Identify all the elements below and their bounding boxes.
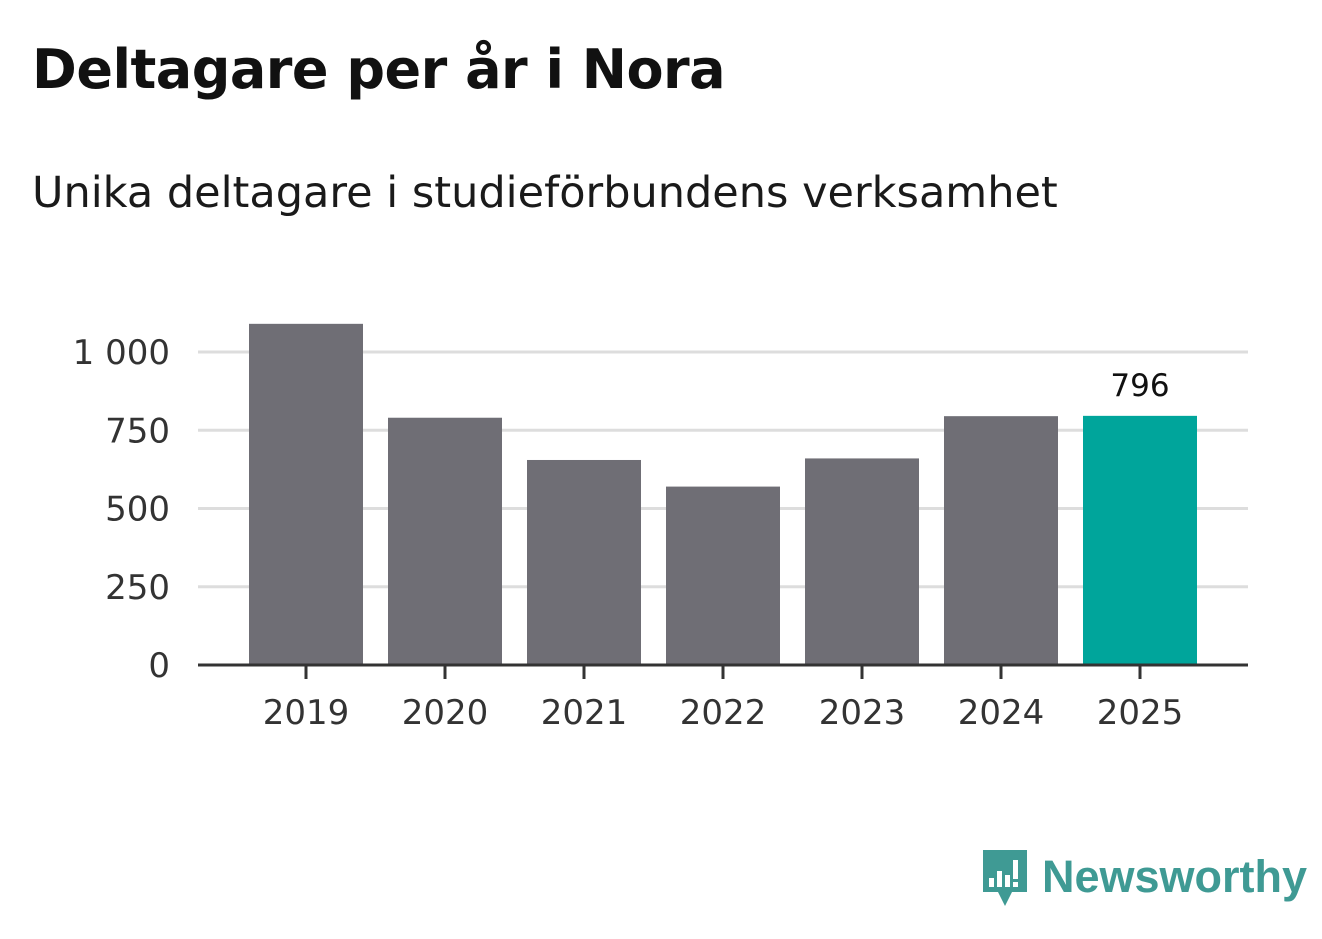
- y-tick-label: 1 000: [73, 333, 170, 373]
- bar-2022: [666, 486, 780, 665]
- data-label: 796: [1110, 368, 1169, 404]
- x-tick-label: 2022: [680, 693, 767, 733]
- bar-2024: [944, 416, 1058, 665]
- bar-2023: [805, 458, 919, 665]
- bar-2021: [527, 459, 641, 665]
- y-tick-label: 500: [105, 490, 170, 530]
- brand-name: Newsworthy: [1042, 851, 1308, 902]
- bar-2025: [1083, 415, 1197, 665]
- bar-2019: [249, 323, 363, 665]
- x-tick-label: 2025: [1097, 693, 1184, 733]
- x-tick-label: 2024: [958, 693, 1045, 733]
- newsworthy-logo-icon: [983, 850, 1027, 906]
- chart-subtitle: Unika deltagare i studieförbundens verks…: [32, 168, 1058, 218]
- bar-2020: [388, 417, 502, 665]
- y-tick-label: 750: [105, 411, 170, 451]
- y-tick-label: 0: [148, 646, 170, 686]
- y-tick-label: 250: [105, 568, 170, 608]
- x-tick-label: 2020: [402, 693, 489, 733]
- brand-logo: Newsworthy: [980, 846, 1307, 908]
- x-tick-label: 2021: [541, 693, 628, 733]
- x-tick-label: 2023: [819, 693, 906, 733]
- chart-title: Deltagare per år i Nora: [32, 38, 726, 101]
- x-tick-label: 2019: [263, 693, 350, 733]
